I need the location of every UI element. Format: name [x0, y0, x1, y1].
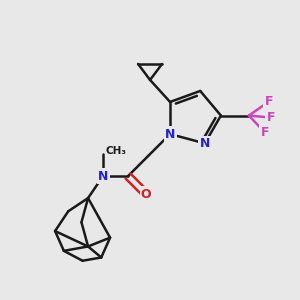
Text: N: N [165, 128, 175, 141]
Text: O: O [141, 188, 152, 201]
Text: N: N [98, 169, 108, 183]
Text: N: N [200, 137, 210, 150]
Text: F: F [261, 126, 269, 139]
Text: CH₃: CH₃ [105, 146, 126, 156]
Text: F: F [265, 95, 273, 108]
Text: F: F [267, 111, 275, 124]
